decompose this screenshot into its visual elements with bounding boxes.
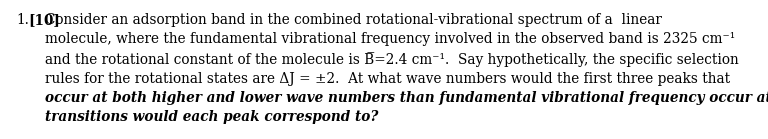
Text: and the rotational constant of the molecule is B̅=2.4 cm⁻¹.  Say hypothetically,: and the rotational constant of the molec…: [45, 52, 739, 67]
Text: transitions would each peak correspond to?: transitions would each peak correspond t…: [45, 111, 379, 125]
Text: rules for the rotational states are ΔJ = ±2.  At what wave numbers would the fir: rules for the rotational states are ΔJ =…: [45, 71, 730, 85]
Text: occur at both higher and lower wave numbers than fundamental vibrational frequen: occur at both higher and lower wave numb…: [45, 91, 768, 105]
Text: 1.: 1.: [16, 13, 29, 27]
Text: molecule, where the fundamental vibrational frequency involved in the observed b: molecule, where the fundamental vibratio…: [45, 33, 735, 47]
Text: [10]: [10]: [28, 13, 60, 27]
Text: Consider an adsorption band in the combined rotational-vibrational spectrum of a: Consider an adsorption band in the combi…: [45, 13, 662, 27]
